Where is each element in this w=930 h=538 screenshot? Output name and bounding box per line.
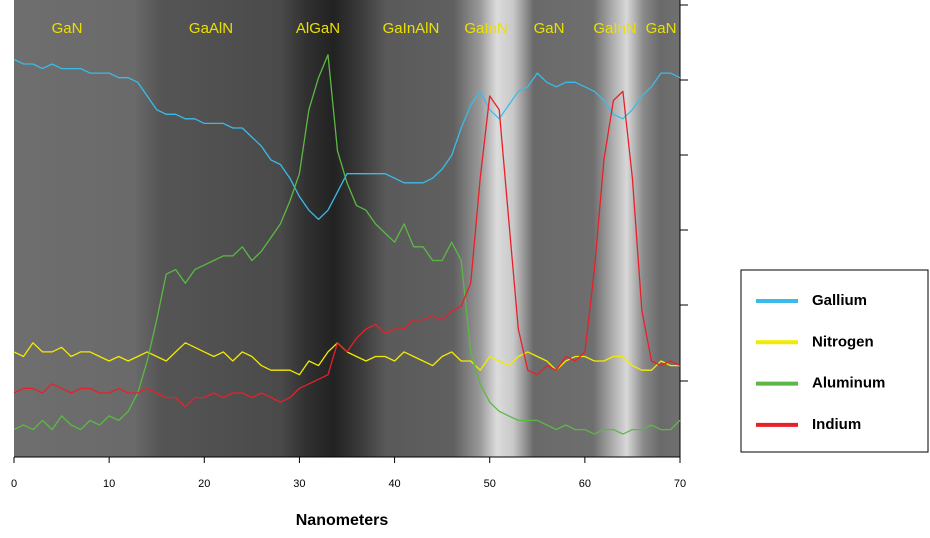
x-axis-label: Nanometers <box>296 512 389 529</box>
x-tick-label: 60 <box>579 478 591 490</box>
region-label: GaInN <box>464 20 507 37</box>
legend <box>740 269 929 453</box>
legend-label: Indium <box>812 416 861 433</box>
x-tick-label: 50 <box>484 478 496 490</box>
right-axis <box>679 0 688 457</box>
region-label: GaN <box>646 20 677 37</box>
region-label: GaInN <box>593 20 636 37</box>
region-label: AlGaN <box>296 20 340 37</box>
x-tick-label: 70 <box>674 478 686 490</box>
region-label: GaN <box>534 20 565 37</box>
legend-label: Aluminum <box>812 375 885 392</box>
region-label: GaAlN <box>189 20 233 37</box>
series-line <box>13 54 681 435</box>
x-tick-label: 30 <box>293 478 305 490</box>
micrograph-background <box>14 0 680 457</box>
region-label: GaN <box>52 20 83 37</box>
series-line <box>13 58 681 221</box>
x-tick-label: 20 <box>198 478 210 490</box>
x-tick-label: 10 <box>103 478 115 490</box>
region-label: GaInAlN <box>383 20 440 37</box>
x-tick-label: 0 <box>11 478 17 490</box>
legend-label: Nitrogen <box>812 333 874 350</box>
x-tick-label: 40 <box>388 478 400 490</box>
series-line <box>13 90 681 408</box>
legend-label: Gallium <box>812 292 867 309</box>
